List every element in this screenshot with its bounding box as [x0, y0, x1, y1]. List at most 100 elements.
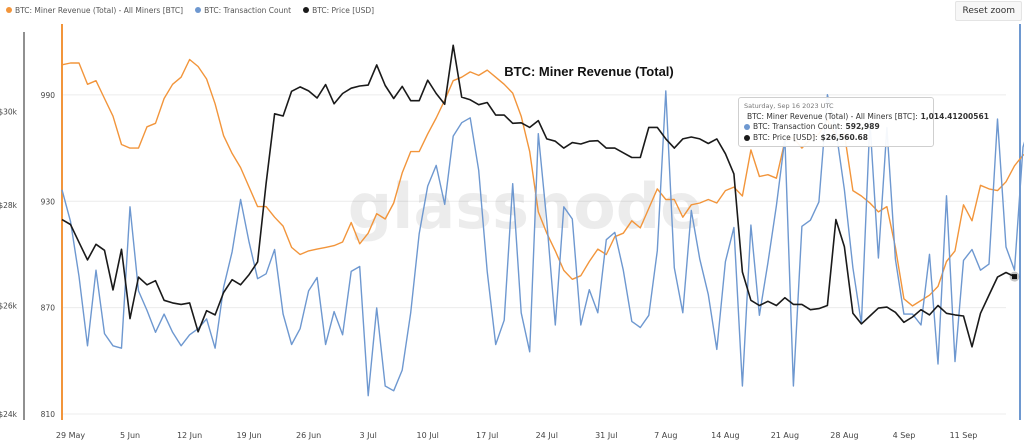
- data-point: [121, 144, 122, 145]
- tooltip-label: BTC: Miner Revenue (Total) - All Miners …: [747, 111, 918, 121]
- data-point: [827, 94, 828, 95]
- data-point: [359, 243, 360, 244]
- data-point: [257, 261, 258, 262]
- data-point: [368, 233, 369, 234]
- data-point: [657, 250, 658, 251]
- data-point: [716, 202, 717, 203]
- data-point: [461, 122, 462, 123]
- data-point: [181, 77, 182, 78]
- data-point: [223, 135, 224, 136]
- data-point: [240, 167, 241, 168]
- data-point: [70, 221, 71, 222]
- data-point: [640, 157, 641, 158]
- data-point: [393, 98, 394, 99]
- data-point: [155, 280, 156, 281]
- data-point: [410, 312, 411, 313]
- data-point: [385, 385, 386, 386]
- legend-item-transaction-count[interactable]: BTC: Transaction Count: [195, 6, 291, 15]
- data-point: [419, 100, 420, 101]
- data-point: [699, 202, 700, 203]
- data-point: [623, 270, 624, 271]
- tooltip-row-price: BTC: Price [USD]: $26,560.68: [744, 133, 928, 144]
- data-point: [495, 115, 496, 116]
- data-point: [487, 102, 488, 103]
- data-point: [725, 190, 726, 191]
- data-point: [648, 315, 649, 316]
- data-point: [818, 201, 819, 202]
- tooltip-row-transaction-count: BTC: Transaction Count: 592,989: [744, 122, 928, 133]
- legend-item-miner-revenue[interactable]: BTC: Miner Revenue (Total) - All Miners …: [6, 6, 183, 15]
- data-point: [215, 348, 216, 349]
- data-point: [980, 185, 981, 186]
- data-point: [189, 59, 190, 60]
- data-point: [580, 143, 581, 144]
- data-point: [206, 318, 207, 319]
- data-point: [146, 310, 147, 311]
- data-point: [61, 64, 62, 65]
- data-point: [78, 62, 79, 63]
- data-point: [504, 84, 505, 85]
- data-point: [521, 122, 522, 123]
- data-point: [240, 199, 241, 200]
- data-point: [546, 221, 547, 222]
- data-point: [878, 257, 879, 258]
- data-point: [427, 186, 428, 187]
- data-point: [427, 133, 428, 134]
- data-point: [963, 204, 964, 205]
- data-point: [104, 250, 105, 251]
- data-point: [920, 300, 921, 301]
- data-point: [223, 292, 224, 293]
- data-point: [597, 312, 598, 313]
- data-point: [691, 204, 692, 205]
- tooltip-value: 592,989: [845, 122, 880, 131]
- data-point: [172, 332, 173, 333]
- data-point: [716, 138, 717, 139]
- data-point: [385, 85, 386, 86]
- data-point: [325, 344, 326, 345]
- data-point: [325, 247, 326, 248]
- data-point: [988, 264, 989, 265]
- data-point: [750, 300, 751, 301]
- data-point: [172, 302, 173, 303]
- reset-zoom-button[interactable]: Reset zoom: [955, 1, 1022, 21]
- x-tick-label: 10 Jul: [417, 431, 439, 440]
- data-point: [742, 271, 743, 272]
- tooltip-date: Saturday, Sep 16 2023 UTC: [744, 102, 834, 110]
- data-point: [325, 84, 326, 85]
- data-point: [164, 98, 165, 99]
- data-point: [886, 206, 887, 207]
- data-point: [512, 183, 513, 184]
- tooltip-value: $26,560.68: [820, 132, 868, 142]
- data-point: [733, 227, 734, 228]
- data-point: [733, 173, 734, 174]
- data-point: [844, 189, 845, 190]
- data-point: [444, 104, 445, 105]
- data-point: [104, 98, 105, 99]
- data-point: [844, 246, 845, 247]
- legend-item-price[interactable]: BTC: Price [USD]: [303, 6, 374, 15]
- data-point: [674, 267, 675, 268]
- data-point: [937, 305, 938, 306]
- data-point: [954, 361, 955, 362]
- data-point: [249, 242, 250, 243]
- data-point: [198, 331, 199, 332]
- data-point: [572, 218, 573, 219]
- data-point: [759, 176, 760, 177]
- data-point: [784, 297, 785, 298]
- data-point: [776, 305, 777, 306]
- data-point: [589, 141, 590, 142]
- data-point: [971, 346, 972, 347]
- data-point: [903, 314, 904, 315]
- x-tick-label: 14 Aug: [711, 431, 739, 440]
- data-point: [402, 172, 403, 173]
- data-point: [538, 120, 539, 121]
- data-point: [274, 113, 275, 114]
- data-point: [240, 284, 241, 285]
- data-point: [538, 133, 539, 134]
- data-point: [487, 271, 488, 272]
- data-point: [937, 363, 938, 364]
- data-point: [70, 62, 71, 63]
- hover-markers: [1009, 271, 1020, 282]
- data-point: [61, 219, 62, 220]
